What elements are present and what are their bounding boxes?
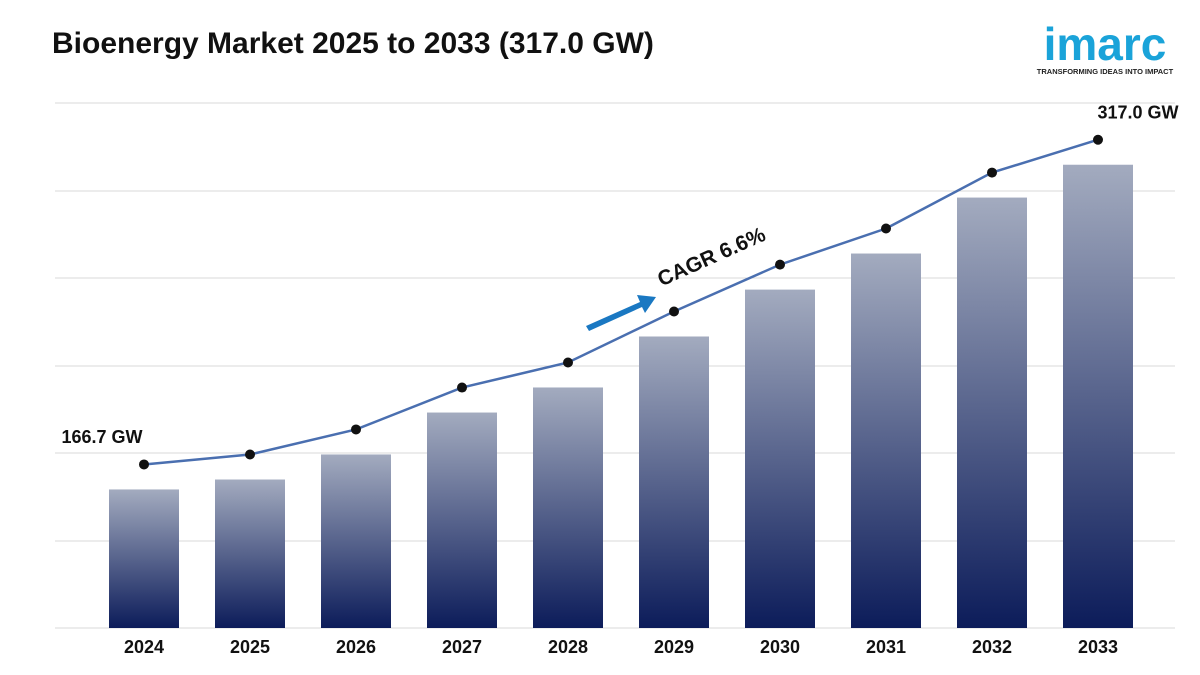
x-tick-label: 2027: [442, 637, 482, 657]
cagr-arrow: [586, 295, 656, 331]
x-tick-label: 2024: [124, 637, 164, 657]
bar: [745, 289, 815, 628]
x-tick-label: 2031: [866, 637, 906, 657]
cagr-label: CAGR 6.6%: [654, 223, 769, 291]
line-point: [881, 223, 891, 234]
line-point: [987, 167, 997, 178]
logo-tagline: TRANSFORMING IDEAS INTO IMPACT: [1037, 67, 1174, 76]
line-point: [351, 424, 361, 435]
line-point: [563, 357, 573, 368]
x-tick-label: 2029: [654, 637, 694, 657]
line-point: [775, 259, 785, 270]
bar: [851, 253, 921, 628]
logo-name: imarc: [1044, 18, 1167, 70]
bar: [215, 479, 285, 628]
bar: [957, 197, 1027, 628]
x-tick-label: 2025: [230, 637, 270, 657]
bar: [321, 454, 391, 628]
trend-line: [143, 138, 1099, 466]
chart-title: Bioenergy Market 2025 to 2033 (317.0 GW): [52, 27, 654, 60]
line-point: [1093, 134, 1103, 145]
bar: [1063, 164, 1133, 628]
bar: [639, 336, 709, 628]
value-label: 166.7 GW: [61, 427, 142, 447]
bar: [109, 489, 179, 628]
x-tick-label: 2033: [1078, 637, 1118, 657]
x-tick-label: 2026: [336, 637, 376, 657]
bar: [427, 412, 497, 628]
x-tick-label: 2030: [760, 637, 800, 657]
line-point: [139, 459, 149, 470]
value-label: 317.0 GW: [1097, 102, 1178, 122]
x-tick-label: 2032: [972, 637, 1012, 657]
bar: [533, 387, 603, 628]
line-point: [457, 382, 467, 393]
line-point: [245, 449, 255, 460]
x-tick-label: 2028: [548, 637, 588, 657]
line-point: [669, 306, 679, 317]
